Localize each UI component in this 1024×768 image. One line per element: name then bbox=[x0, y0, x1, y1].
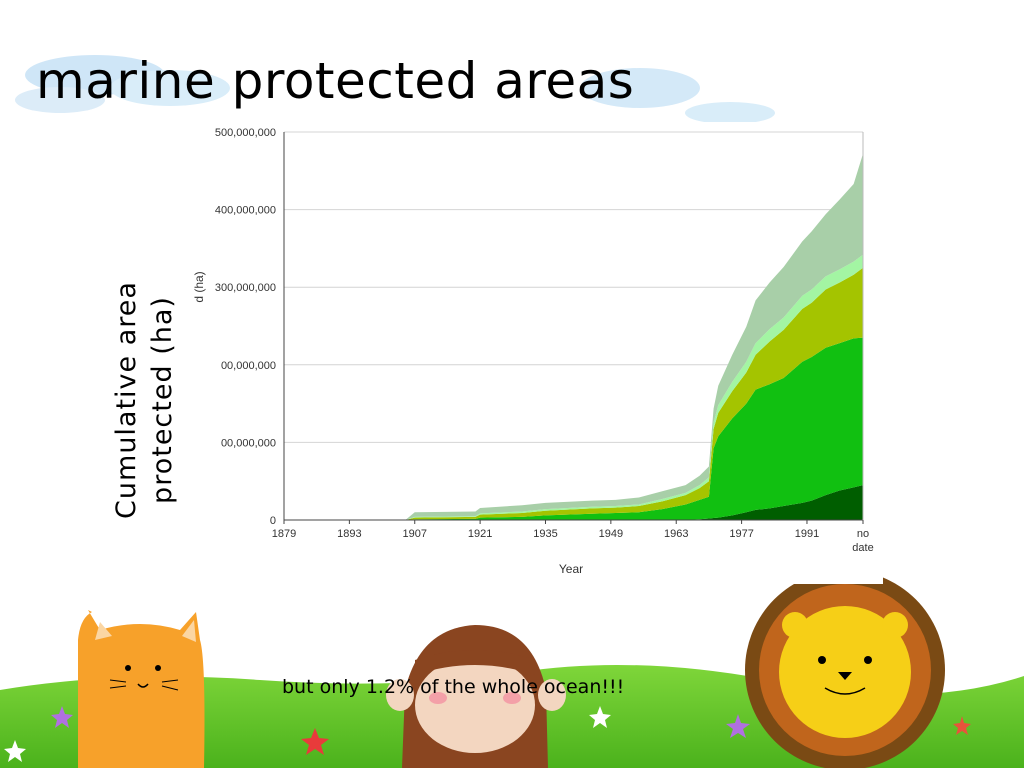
lion-illustration bbox=[745, 570, 945, 768]
x-tick-label: 1963 bbox=[664, 528, 688, 540]
x-tick-label: date bbox=[852, 542, 873, 554]
x-tick-label: 1991 bbox=[795, 528, 819, 540]
x-tick-label: 1893 bbox=[337, 528, 361, 540]
x-tick-label: 1879 bbox=[272, 528, 296, 540]
slide-title: marine protected areas bbox=[36, 52, 635, 110]
y-tick-label: 400,000,000 bbox=[215, 205, 276, 217]
side-axis-label: Cumulative area protected (ha) bbox=[109, 255, 181, 545]
series-area-3 bbox=[284, 267, 863, 520]
x-tick-label: 1907 bbox=[402, 528, 426, 540]
chart-panel: 0 00,000,000 00,000,000 300,000,000 400,000,… bbox=[183, 122, 883, 584]
star-decorations bbox=[4, 706, 971, 762]
series-area-1 bbox=[284, 485, 863, 520]
y-tick-label: 00,000,000 bbox=[221, 360, 276, 372]
cloud-top-right bbox=[580, 68, 775, 124]
y-tick-label: 300,000,000 bbox=[215, 282, 276, 294]
y-tick-label: 500,000,000 bbox=[215, 127, 276, 139]
series-area-2 bbox=[284, 337, 863, 520]
monkey-illustration bbox=[386, 625, 566, 768]
x-tick-label: 1977 bbox=[729, 528, 753, 540]
footer-caption: but only 1.2% of the whole ocean!!! bbox=[282, 676, 625, 698]
y-tick-label: 00,000,000 bbox=[221, 437, 276, 449]
x-tick-label: no bbox=[857, 528, 869, 540]
x-tick-label: 1949 bbox=[599, 528, 623, 540]
cat-illustration bbox=[78, 610, 205, 768]
y-axis-title: d (ha) bbox=[192, 271, 206, 302]
series-areas bbox=[284, 153, 863, 520]
x-axis-title: Year bbox=[559, 562, 583, 576]
area-chart: 0 00,000,000 00,000,000 300,000,000 400,000,… bbox=[192, 127, 874, 576]
y-tick-labels: 0 00,000,000 00,000,000 300,000,000 400,000,… bbox=[215, 127, 276, 527]
x-tick-labels: 1879 1893 1907 1921 1935 1949 1963 1977 1991 no da… bbox=[272, 528, 874, 554]
side-label-line-1: Cumulative area bbox=[111, 281, 142, 519]
side-label-line-2: protected (ha) bbox=[147, 296, 178, 504]
x-tick-label: 1935 bbox=[533, 528, 557, 540]
x-tick-label: 1921 bbox=[468, 528, 492, 540]
series-area-5 bbox=[284, 153, 863, 520]
axes bbox=[283, 132, 864, 524]
cloud-top-left bbox=[15, 55, 230, 113]
y-tick-label: 0 bbox=[270, 515, 276, 527]
